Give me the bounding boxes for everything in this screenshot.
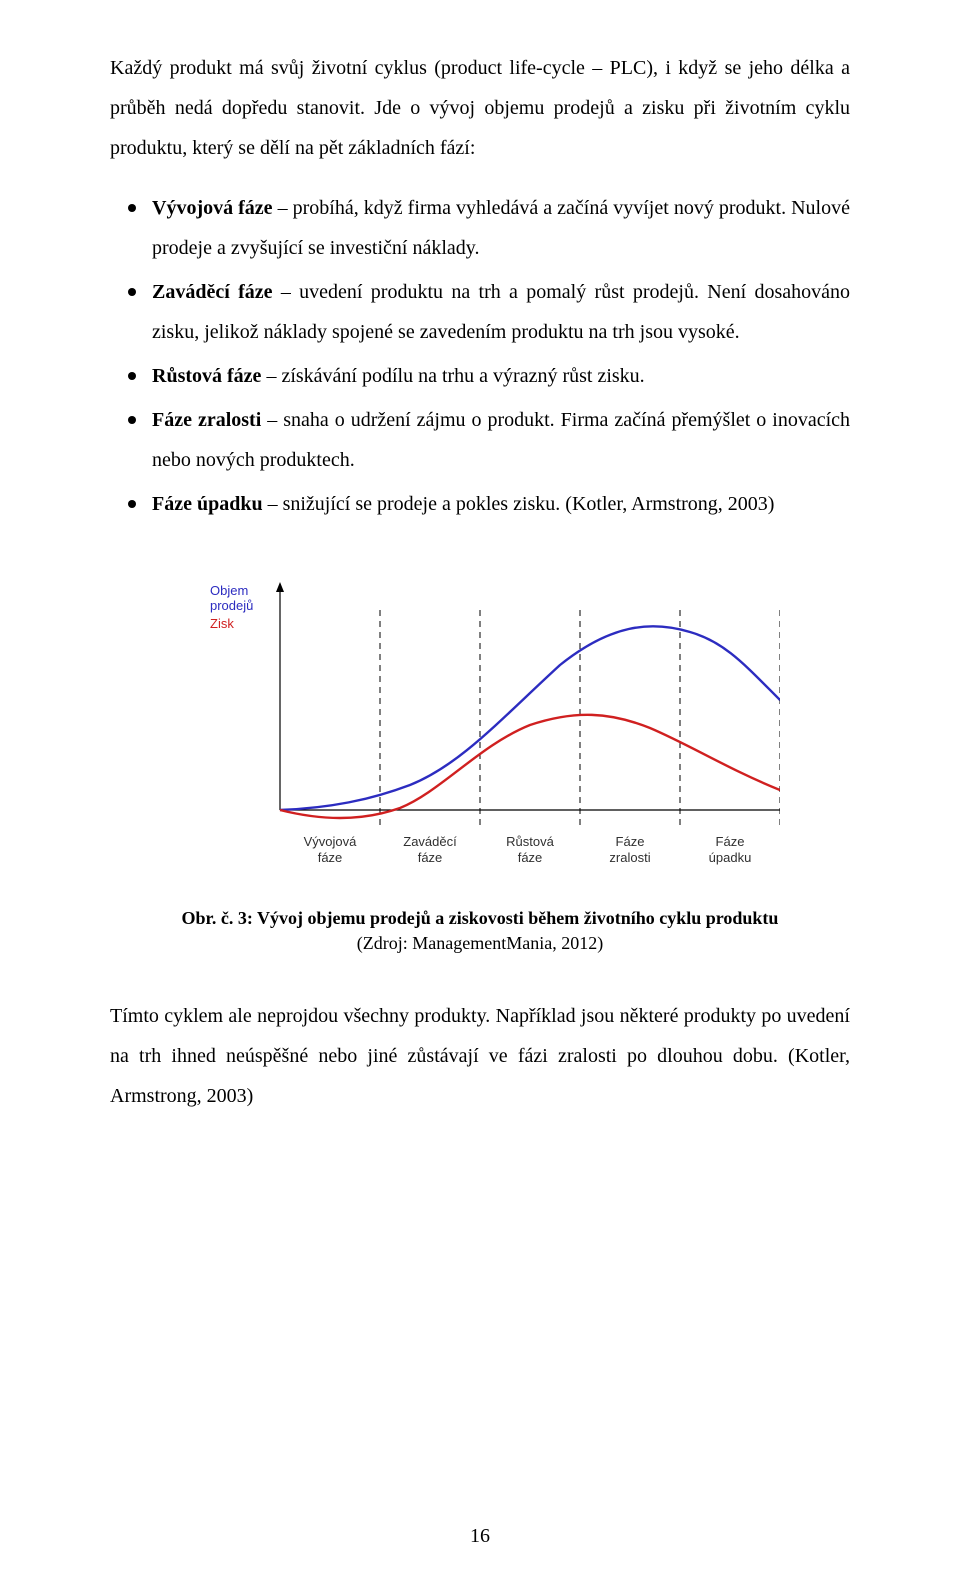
bullet-prefix: Vývojová fáze bbox=[152, 197, 273, 219]
svg-text:Objem: Objem bbox=[210, 583, 248, 598]
caption-bold: Obr. č. 3: Vývoj objemu prodejů a ziskov… bbox=[182, 908, 779, 928]
bullet-rest: – snižující se prodeje a pokles zisku. (… bbox=[263, 493, 775, 515]
svg-text:Zaváděcí: Zaváděcí bbox=[403, 834, 457, 849]
svg-text:Fáze: Fáze bbox=[616, 834, 645, 849]
plc-chart: ObjemprodejůZiskVývojováfázeZaváděcífáze… bbox=[180, 570, 780, 880]
bullet-rest: – získávání podílu na trhu a výrazný růs… bbox=[261, 365, 644, 387]
page-number: 16 bbox=[0, 1525, 960, 1548]
svg-text:fáze: fáze bbox=[318, 850, 343, 865]
plc-chart-figure: ObjemprodejůZiskVývojováfázeZaváděcífáze… bbox=[110, 570, 850, 880]
bullet-prefix: Zaváděcí fáze bbox=[152, 281, 273, 303]
list-item: Fáze zralosti – snaha o udržení zájmu o … bbox=[110, 400, 850, 480]
svg-text:zralosti: zralosti bbox=[609, 850, 650, 865]
figure-caption: Obr. č. 3: Vývoj objemu prodejů a ziskov… bbox=[110, 906, 850, 956]
svg-text:Růstová: Růstová bbox=[506, 834, 554, 849]
svg-text:Fáze: Fáze bbox=[716, 834, 745, 849]
list-item: Vývojová fáze – probíhá, když firma vyhl… bbox=[110, 188, 850, 268]
svg-text:prodejů: prodejů bbox=[210, 598, 253, 613]
caption-source: (Zdroj: ManagementMania, 2012) bbox=[357, 933, 603, 953]
bullet-prefix: Růstová fáze bbox=[152, 365, 261, 387]
svg-text:fáze: fáze bbox=[518, 850, 543, 865]
list-item: Zaváděcí fáze – uvedení produktu na trh … bbox=[110, 272, 850, 352]
svg-text:úpadku: úpadku bbox=[709, 850, 752, 865]
list-item: Fáze úpadku – snižující se prodeje a pok… bbox=[110, 484, 850, 524]
list-item: Růstová fáze – získávání podílu na trhu … bbox=[110, 356, 850, 396]
bullet-prefix: Fáze zralosti bbox=[152, 409, 261, 431]
closing-paragraph: Tímto cyklem ale neprojdou všechny produ… bbox=[110, 996, 850, 1116]
phase-list: Vývojová fáze – probíhá, když firma vyhl… bbox=[110, 188, 850, 524]
svg-text:Vývojová: Vývojová bbox=[304, 834, 358, 849]
svg-text:Zisk: Zisk bbox=[210, 616, 234, 631]
svg-text:fáze: fáze bbox=[418, 850, 443, 865]
bullet-prefix: Fáze úpadku bbox=[152, 493, 263, 515]
intro-paragraph: Každý produkt má svůj životní cyklus (pr… bbox=[110, 48, 850, 168]
